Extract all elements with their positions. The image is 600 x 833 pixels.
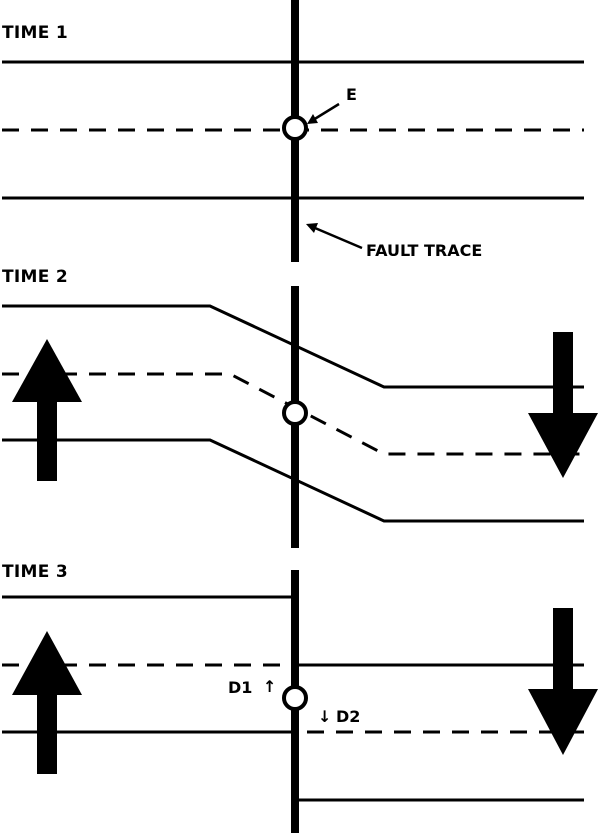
fault-trace-pointer-arrow-icon bbox=[306, 223, 363, 250]
panel-title-time-3: TIME 3 bbox=[2, 562, 68, 582]
small-down-arrow-icon: ↓ bbox=[318, 707, 331, 726]
d1-label: D1 bbox=[228, 678, 252, 697]
point-e-marker bbox=[282, 685, 308, 711]
fault-trace-label: FAULT TRACE bbox=[366, 241, 482, 260]
point-e-label: E bbox=[346, 85, 357, 104]
panel-time-1: TIME 1 E FAULT TRACE bbox=[2, 0, 584, 262]
up-arrow-icon bbox=[12, 631, 82, 774]
small-up-arrow-icon: ↑ bbox=[263, 677, 276, 696]
marker-bed-dashed-line bbox=[2, 372, 584, 456]
point-e-marker bbox=[282, 115, 308, 141]
down-arrow-icon bbox=[528, 332, 598, 478]
d2-label: D2 bbox=[336, 707, 360, 726]
panel-time-2: TIME 2 bbox=[2, 267, 598, 548]
up-arrow-icon bbox=[12, 339, 82, 481]
down-arrow-icon bbox=[528, 608, 598, 755]
panel-time-3: TIME 3 D1 ↑ ↓ D2 bbox=[2, 562, 598, 833]
panel-title-time-2: TIME 2 bbox=[2, 267, 68, 287]
point-e-marker bbox=[282, 400, 308, 426]
e-pointer-arrow-icon bbox=[307, 102, 340, 124]
panel-title-time-1: TIME 1 bbox=[2, 23, 68, 43]
